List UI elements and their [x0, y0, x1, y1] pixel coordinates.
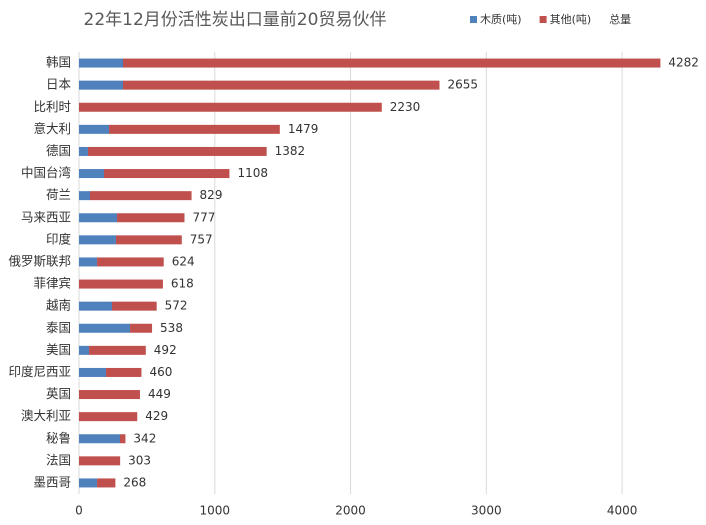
bar-segment: [103, 169, 230, 179]
bar-segment: [79, 412, 138, 422]
total-label: 572: [165, 299, 188, 313]
x-tick-label: 4000: [607, 504, 638, 518]
y-tick-label: 韩国: [46, 55, 71, 70]
bar-segment: [79, 191, 90, 201]
legend-swatch: [539, 16, 547, 23]
total-label: 829: [200, 188, 223, 202]
bar-segment: [106, 367, 142, 377]
y-tick-label: 德国: [46, 143, 71, 158]
total-label: 538: [160, 321, 183, 335]
total-label: 618: [171, 277, 194, 291]
bar-segment: [97, 257, 164, 267]
bar-segment: [79, 367, 107, 377]
bar-segment: [79, 257, 98, 267]
total-label: 757: [190, 232, 213, 246]
y-tick-label: 澳大利亚: [21, 408, 71, 423]
y-tick-label: 比利时: [33, 99, 71, 114]
bar-segment: [115, 235, 182, 245]
y-tick-label: 秘鲁: [46, 430, 71, 445]
legend-label: 其他(吨): [550, 13, 592, 26]
total-label: 342: [133, 431, 156, 445]
total-label: 460: [149, 365, 172, 379]
bar-segment: [79, 279, 163, 289]
x-tick-label: 2000: [335, 504, 366, 518]
y-tick-label: 中国台湾: [21, 165, 71, 180]
bar-segment: [79, 345, 90, 355]
y-tick-label: 印度尼西亚: [8, 364, 71, 379]
bar-segment: [79, 301, 112, 311]
y-tick-label: 马来西亚: [21, 209, 71, 224]
bar-segment: [111, 301, 157, 311]
bar-segment: [89, 191, 192, 201]
bar-segment: [79, 80, 123, 90]
y-tick-label: 荷兰: [46, 187, 71, 202]
legend-swatch: [470, 16, 477, 23]
total-label: 492: [154, 343, 177, 357]
total-label: 1479: [288, 122, 319, 136]
total-label: 449: [148, 387, 171, 401]
total-label: 1108: [237, 166, 268, 180]
total-label: 2655: [447, 78, 478, 92]
bar-segment: [79, 434, 121, 444]
bar-segment: [79, 235, 116, 245]
bar-segment: [79, 390, 140, 400]
y-tick-label: 日本: [46, 77, 72, 92]
y-tick-label: 墨西哥: [33, 474, 71, 489]
y-tick-label: 俄罗斯联邦: [8, 253, 71, 268]
total-label: 4282: [668, 56, 699, 70]
bar-segment: [79, 169, 104, 179]
y-tick-label: 美国: [46, 342, 71, 357]
x-tick-label: 0: [75, 504, 83, 518]
bar-segment: [79, 213, 118, 223]
bar-segment: [79, 478, 98, 488]
x-tick-label: 1000: [200, 504, 231, 518]
bar-segment: [87, 146, 267, 156]
bar-segment: [120, 434, 126, 444]
total-label: 303: [128, 453, 151, 467]
bar-segment: [97, 478, 116, 488]
total-label: 268: [123, 475, 146, 489]
bar-segment: [109, 124, 280, 134]
bar-segment: [130, 323, 153, 333]
bar-segment: [79, 102, 382, 112]
x-tick-label: 3000: [471, 504, 502, 518]
total-label: 777: [192, 210, 215, 224]
y-tick-label: 印度: [46, 231, 72, 246]
total-label: 1382: [275, 144, 306, 158]
bar-segment: [79, 456, 121, 466]
total-label: 429: [145, 409, 168, 423]
bar-segment: [122, 80, 440, 90]
y-tick-label: 越南: [46, 298, 71, 313]
legend-label: 木质(吨): [480, 13, 522, 26]
legend-label: 总量: [609, 12, 631, 26]
bar-segment: [122, 58, 661, 68]
y-tick-label: 意大利: [33, 121, 71, 136]
y-tick-label: 英国: [46, 386, 71, 401]
chart-title: 22年12月份活性炭出口量前20贸易伙伴: [84, 10, 387, 30]
bar-segment: [117, 213, 185, 223]
bar-segment: [89, 345, 146, 355]
bar-segment: [79, 58, 123, 68]
total-label: 2230: [390, 100, 421, 114]
y-tick-label: 法国: [46, 452, 71, 467]
bar-segment: [79, 146, 88, 156]
bar-segment: [79, 124, 110, 134]
y-tick-label: 泰国: [46, 320, 71, 335]
total-label: 624: [172, 254, 195, 268]
bar-segment: [79, 323, 131, 333]
y-tick-label: 菲律宾: [33, 276, 71, 291]
